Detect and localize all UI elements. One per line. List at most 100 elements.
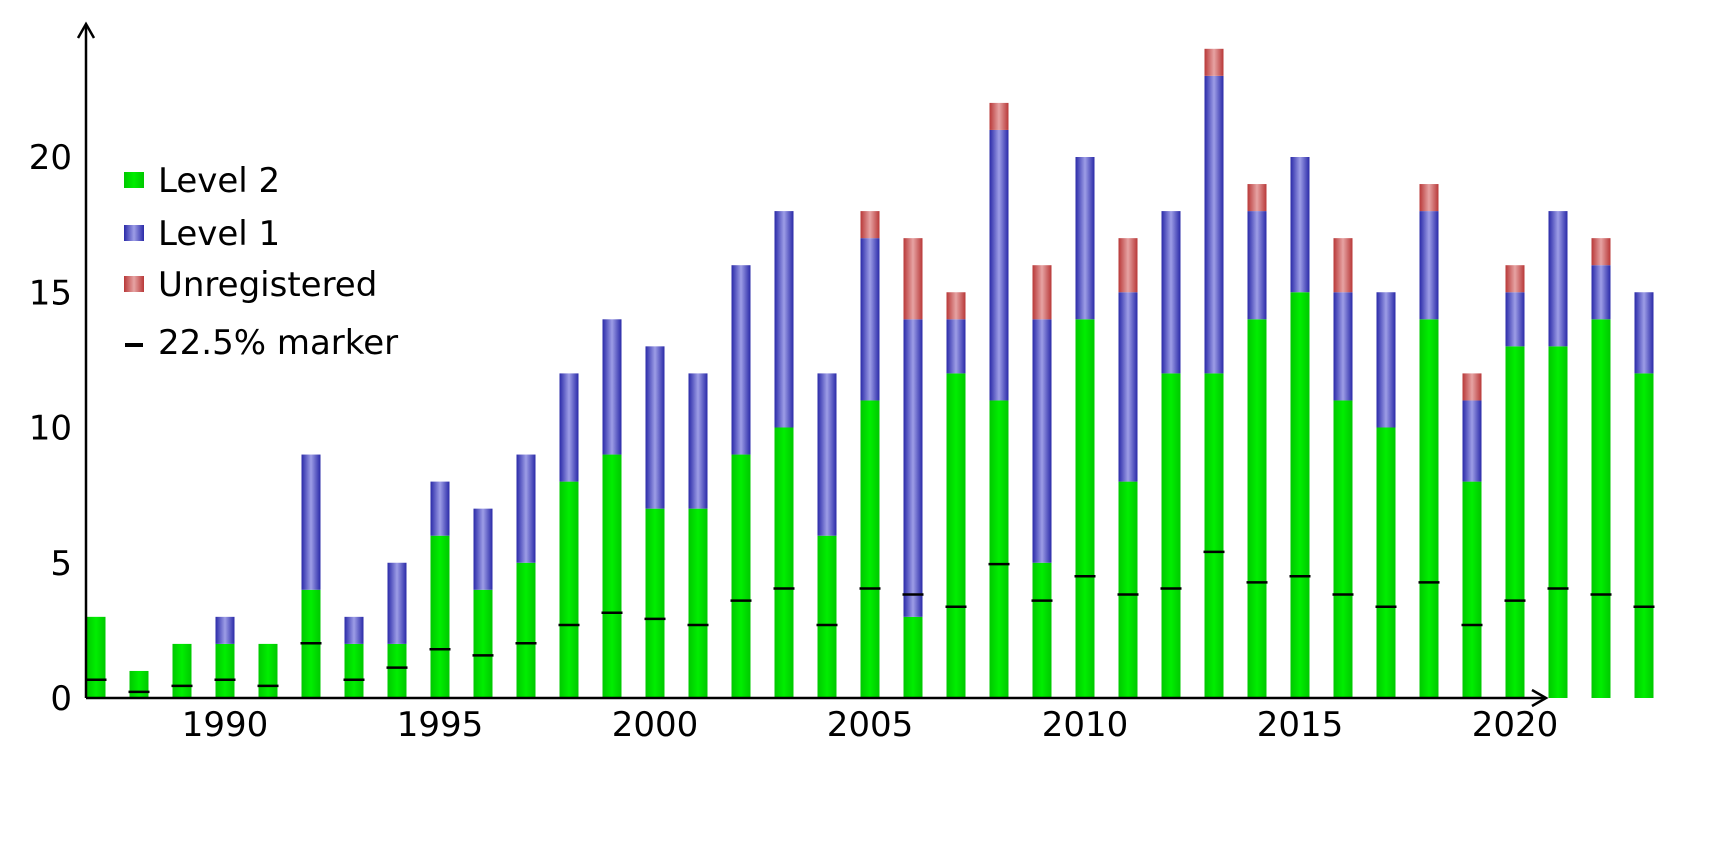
- axes-layer: [76, 21, 1549, 708]
- bar-level-1-2008: [989, 129, 1009, 401]
- bar-level-2-2003: [774, 427, 794, 698]
- legend: Level 2 Level 1 Unregistered 22.5% marker: [124, 161, 398, 363]
- legend-item-22-5-marker: 22.5% marker: [125, 323, 398, 363]
- legend-swatch: [124, 276, 144, 292]
- y-tick-label-20: 20: [29, 138, 72, 178]
- bar-level-1-2007: [946, 319, 966, 374]
- bar-level-1-2010: [1075, 157, 1095, 320]
- bar-level-2-2022: [1591, 319, 1611, 698]
- bar-level-1-2002: [731, 265, 751, 455]
- bar-level-1-2016: [1333, 292, 1353, 401]
- legend-item-unregistered: Unregistered: [124, 265, 377, 305]
- legend-label: Level 1: [158, 214, 280, 254]
- bar-level-2-2010: [1075, 319, 1095, 698]
- bar-level-1-2022: [1591, 265, 1611, 320]
- bar-level-1-2023: [1634, 292, 1654, 374]
- bar-level-2-1990: [215, 643, 235, 698]
- bar-unregistered-2009: [1032, 265, 1052, 320]
- bar-unregistered-2016: [1333, 238, 1353, 293]
- x-tick-label-2020: 2020: [1472, 705, 1559, 745]
- bar-level-1-1998: [559, 373, 579, 482]
- bar-level-1-2009: [1032, 319, 1052, 563]
- bar-level-2-1989: [172, 643, 192, 698]
- bar-level-1-1999: [602, 319, 622, 455]
- markers-layer: [85, 550, 1655, 694]
- x-axis-arrow: [1531, 688, 1549, 708]
- bar-level-1-2019: [1462, 400, 1482, 482]
- bar-level-2-2000: [645, 508, 665, 698]
- legend-label: Level 2: [158, 161, 280, 201]
- bar-level-2-2014: [1247, 319, 1267, 698]
- legend-label: 22.5% marker: [158, 323, 398, 363]
- bar-level-1-1996: [473, 508, 493, 590]
- y-tick-label-0: 0: [50, 679, 72, 719]
- bar-level-2-2011: [1118, 481, 1138, 698]
- bar-level-2-2012: [1161, 373, 1181, 698]
- bar-level-1-2012: [1161, 211, 1181, 374]
- bar-level-1-1992: [301, 454, 321, 590]
- legend-swatch: [124, 225, 144, 241]
- bar-level-1-2000: [645, 346, 665, 509]
- bar-level-2-2023: [1634, 373, 1654, 698]
- bar-unregistered-2013: [1204, 48, 1224, 76]
- y-tick-label-15: 15: [29, 273, 72, 313]
- legend-item-level-2: Level 2: [124, 161, 280, 201]
- bar-level-2-2013: [1204, 373, 1224, 698]
- bar-level-2-1994: [387, 643, 407, 698]
- bar-level-2-2015: [1290, 292, 1310, 698]
- bar-level-2-2021: [1548, 346, 1568, 698]
- tick-labels-layer: 1990 1995 2000 2005 2010 2015 2020 0 5 10 15 20: [29, 138, 1559, 745]
- bar-level-2-1998: [559, 481, 579, 698]
- bar-unregistered-2014: [1247, 184, 1267, 212]
- bar-level-1-2015: [1290, 157, 1310, 293]
- bar-level-1-2004: [817, 373, 837, 536]
- bar-level-2-1995: [430, 535, 450, 698]
- bar-level-1-2020: [1505, 292, 1525, 347]
- bar-level-2-2004: [817, 535, 837, 698]
- bar-level-2-2006: [903, 616, 923, 698]
- bar-level-2-2018: [1419, 319, 1439, 698]
- bar-level-2-2008: [989, 400, 1009, 698]
- bar-level-2-2019: [1462, 481, 1482, 698]
- bar-level-1-2018: [1419, 211, 1439, 320]
- x-tick-label-1990: 1990: [182, 705, 269, 745]
- x-tick-label-2010: 2010: [1042, 705, 1129, 745]
- legend-swatch: [124, 172, 144, 188]
- bar-unregistered-2018: [1419, 184, 1439, 212]
- bar-level-2-2009: [1032, 562, 1052, 698]
- x-tick-label-1995: 1995: [397, 705, 484, 745]
- bar-level-2-1996: [473, 589, 493, 698]
- bar-level-2-1991: [258, 643, 278, 698]
- bar-unregistered-2008: [989, 102, 1009, 130]
- bar-unregistered-2006: [903, 238, 923, 320]
- bar-level-1-1990: [215, 616, 235, 644]
- bar-unregistered-2022: [1591, 238, 1611, 266]
- bar-level-1-1995: [430, 481, 450, 536]
- legend-label: Unregistered: [158, 265, 377, 305]
- bar-level-2-1997: [516, 562, 536, 698]
- y-tick-label-5: 5: [50, 544, 72, 584]
- bar-level-2-1988: [129, 670, 149, 698]
- x-tick-label-2015: 2015: [1257, 705, 1344, 745]
- bar-level-1-2003: [774, 211, 794, 428]
- bar-level-1-2001: [688, 373, 708, 509]
- bar-level-2-2020: [1505, 346, 1525, 698]
- x-tick-label-2000: 2000: [612, 705, 699, 745]
- bar-level-2-2016: [1333, 400, 1353, 698]
- x-tick-label-2005: 2005: [827, 705, 914, 745]
- bar-level-1-2017: [1376, 292, 1396, 428]
- bar-level-1-1994: [387, 562, 407, 644]
- bar-level-2-2005: [860, 400, 880, 698]
- bar-level-2-2007: [946, 373, 966, 698]
- bar-level-2-2001: [688, 508, 708, 698]
- bar-level-1-1997: [516, 454, 536, 563]
- bar-level-1-2006: [903, 319, 923, 617]
- bar-level-2-2017: [1376, 427, 1396, 698]
- bar-level-1-1993: [344, 616, 364, 644]
- bar-level-1-2014: [1247, 211, 1267, 320]
- bar-level-2-1999: [602, 454, 622, 698]
- bar-level-1-2005: [860, 238, 880, 401]
- bar-unregistered-2011: [1118, 238, 1138, 293]
